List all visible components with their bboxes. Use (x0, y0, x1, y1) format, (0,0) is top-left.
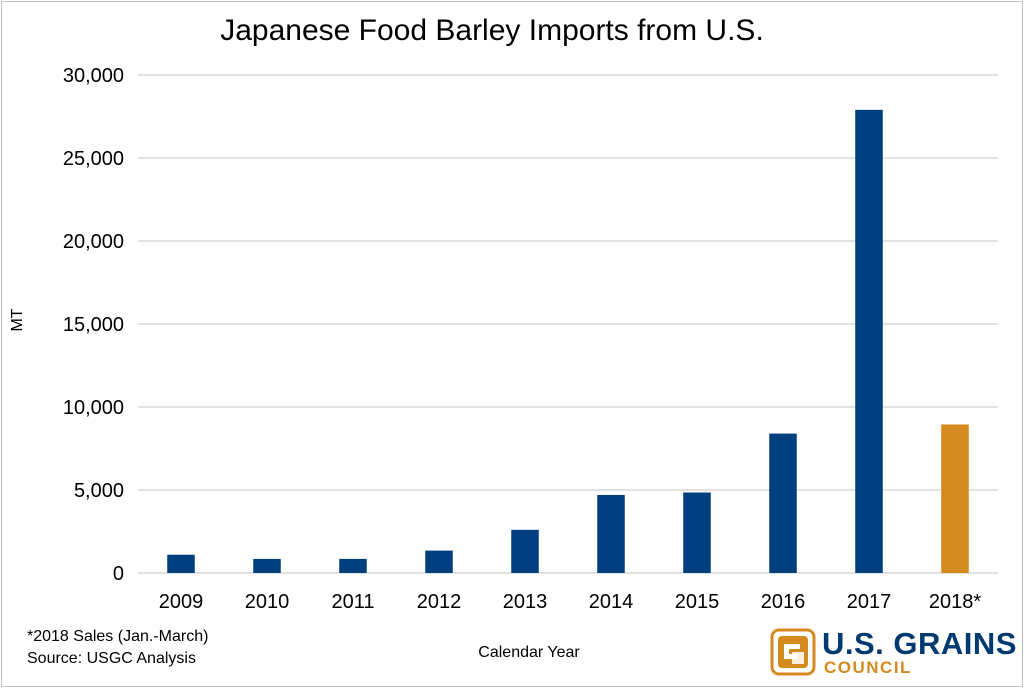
logo-text-secondary: COUNCIL (824, 658, 912, 677)
bar-2012 (425, 550, 453, 573)
y-tick-label: 20,000 (63, 231, 124, 253)
x-axis-ticks: 2009 2010 2011 2012 2013 2014 2015 2016 2017 2018… (159, 591, 982, 613)
bar-2013 (511, 529, 539, 573)
x-axis-label: Calendar Year (478, 644, 580, 661)
x-tick-label: 2012 (417, 591, 462, 613)
x-tick-label: 2009 (159, 591, 204, 613)
footnote-sales-note: *2018 Sales (Jan.-March) (27, 628, 209, 645)
y-tick-label: 25,000 (63, 148, 124, 170)
usgc-logo: U.S. GRAINS COUNCIL (770, 626, 1020, 678)
x-tick-label: 2016 (761, 591, 806, 613)
bar-2017 (855, 109, 883, 574)
x-tick-label: 2011 (331, 591, 374, 613)
bar-2011 (339, 558, 367, 573)
x-tick-label: 2015 (675, 591, 720, 613)
gridlines (138, 74, 998, 574)
y-tick-label: 5,000 (74, 480, 124, 502)
y-tick-label: 30,000 (63, 65, 124, 87)
bar-2010 (253, 558, 281, 573)
x-tick-label: 2018* (929, 591, 981, 613)
bars (167, 109, 969, 574)
chart-title: Japanese Food Barley Imports from U.S. (220, 14, 764, 47)
bar-2018 (941, 424, 969, 573)
bar-2016 (769, 433, 797, 573)
bar-2015 (683, 492, 711, 573)
y-tick-label: 0 (113, 563, 124, 585)
footnote-source: Source: USGC Analysis (27, 650, 196, 667)
x-tick-label: 2014 (589, 591, 634, 613)
y-axis-label: MT (9, 308, 26, 331)
bar-2009 (167, 554, 195, 573)
logo-text-primary: U.S. GRAINS (822, 626, 1017, 661)
x-tick-label: 2013 (503, 591, 548, 613)
y-tick-label: 15,000 (63, 314, 124, 336)
y-axis-ticks: 0 5,000 10,000 15,000 20,000 25,000 30,000 (63, 65, 124, 585)
usgc-logo-mark (770, 628, 816, 676)
footnote: *2018 Sales (Jan.-March) Source: USGC An… (27, 626, 208, 670)
x-tick-label: 2017 (847, 591, 892, 613)
y-tick-label: 10,000 (63, 397, 124, 419)
x-tick-label: 2010 (245, 591, 290, 613)
bar-2014 (597, 494, 625, 573)
